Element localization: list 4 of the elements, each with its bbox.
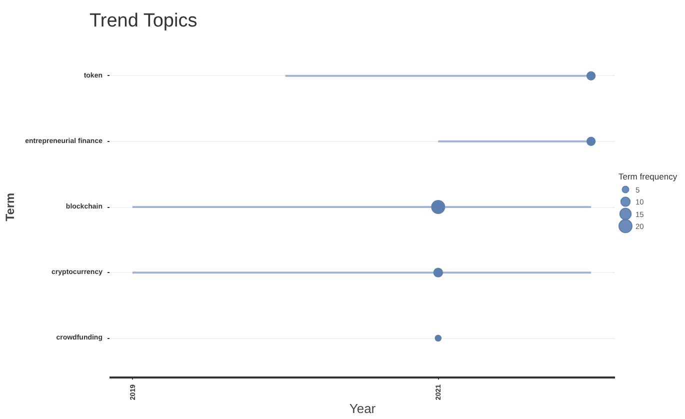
chart-title: Trend Topics [90, 10, 198, 32]
legend-title: Term frequency [618, 171, 678, 182]
x-axis-title: Year [349, 401, 376, 416]
y-axis-title: Term [3, 192, 18, 222]
